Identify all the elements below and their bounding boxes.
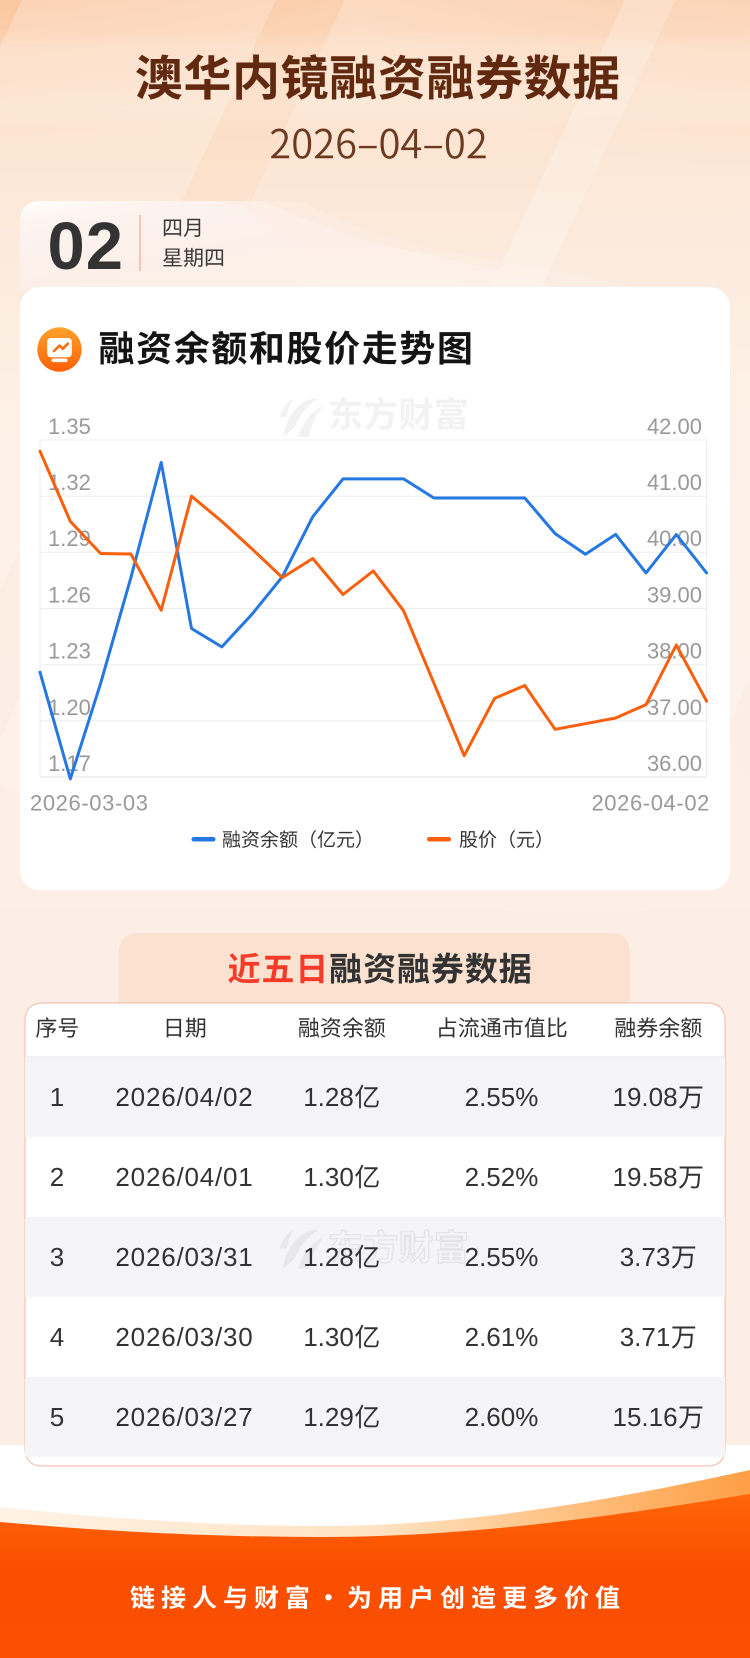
svg-text:1: 1 xyxy=(50,1082,64,1112)
svg-text:15.16: 15.16 xyxy=(613,1402,678,1432)
svg-text:1.26: 1.26 xyxy=(48,582,91,607)
svg-text:37.00: 37.00 xyxy=(647,695,702,720)
svg-text:2.55%: 2.55% xyxy=(465,1082,539,1112)
svg-text:2.52%: 2.52% xyxy=(465,1162,539,1192)
svg-text:3: 3 xyxy=(50,1242,64,1272)
svg-text:2.60%: 2.60% xyxy=(465,1402,539,1432)
svg-text:3.71: 3.71 xyxy=(620,1322,671,1352)
svg-text:41.00: 41.00 xyxy=(647,470,702,495)
svg-text:02: 02 xyxy=(48,209,125,284)
svg-text:2026/03/27: 2026/03/27 xyxy=(115,1402,253,1432)
svg-text:42.00: 42.00 xyxy=(647,414,702,439)
svg-text:2026/04/01: 2026/04/01 xyxy=(115,1162,253,1192)
svg-text:5: 5 xyxy=(50,1402,64,1432)
svg-text:1.23: 1.23 xyxy=(48,639,91,664)
svg-text:1.29: 1.29 xyxy=(303,1402,354,1432)
svg-text:2: 2 xyxy=(50,1162,64,1192)
svg-text:1.30: 1.30 xyxy=(303,1322,354,1352)
svg-text:1.28: 1.28 xyxy=(303,1242,354,1272)
svg-text:1.30: 1.30 xyxy=(303,1162,354,1192)
svg-text:1.29: 1.29 xyxy=(48,526,91,551)
svg-text:4: 4 xyxy=(50,1322,64,1352)
svg-text:2.55%: 2.55% xyxy=(465,1242,539,1272)
svg-text:19.08: 19.08 xyxy=(613,1082,678,1112)
svg-text:3.73: 3.73 xyxy=(620,1242,671,1272)
svg-text:19.58: 19.58 xyxy=(613,1162,678,1192)
svg-text:39.00: 39.00 xyxy=(647,582,702,607)
svg-text:1.20: 1.20 xyxy=(48,695,91,720)
svg-text:2026/03/30: 2026/03/30 xyxy=(115,1322,253,1352)
svg-text:2026-03-03: 2026-03-03 xyxy=(30,790,149,815)
svg-text:2026/04/02: 2026/04/02 xyxy=(115,1082,253,1112)
svg-text:1.28: 1.28 xyxy=(303,1082,354,1112)
svg-text:1.35: 1.35 xyxy=(48,414,91,439)
svg-text:36.00: 36.00 xyxy=(647,751,702,776)
svg-text:2026/03/31: 2026/03/31 xyxy=(115,1242,253,1272)
svg-text:2.61%: 2.61% xyxy=(465,1322,539,1352)
svg-text:2026-04-02: 2026-04-02 xyxy=(591,790,710,815)
